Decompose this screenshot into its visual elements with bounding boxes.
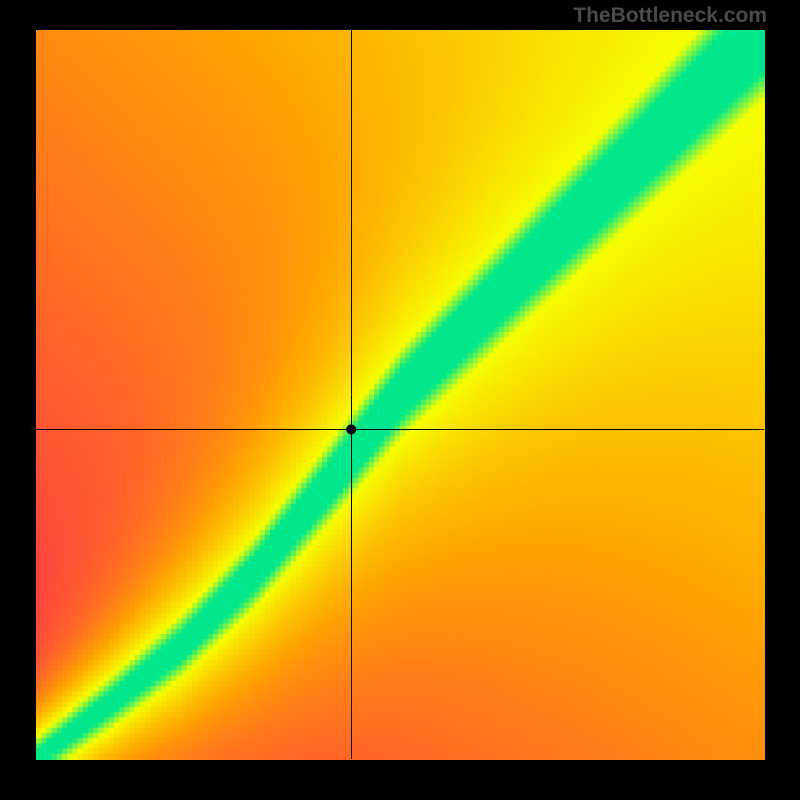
chart-container: TheBottleneck.com (0, 0, 800, 800)
bottleneck-heatmap (0, 0, 800, 800)
watermark-text: TheBottleneck.com (573, 4, 767, 28)
